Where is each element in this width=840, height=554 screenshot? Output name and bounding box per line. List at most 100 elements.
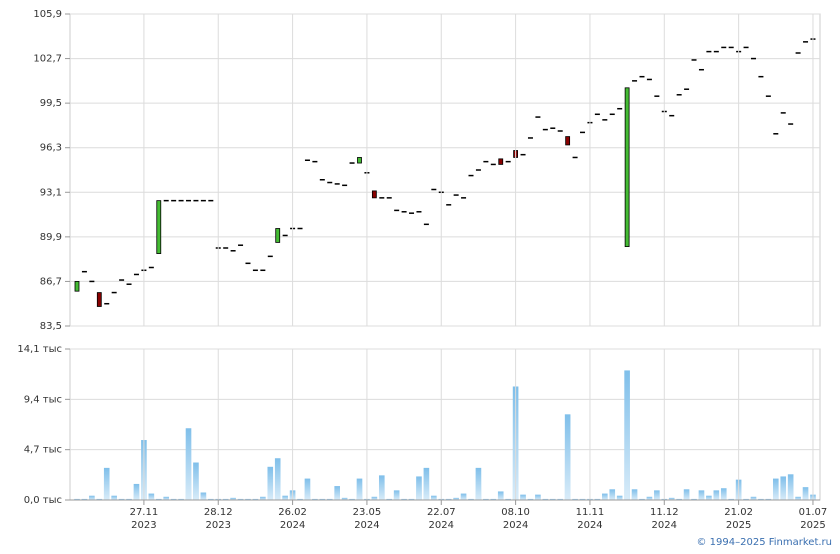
volume-frame xyxy=(69,348,821,501)
candle-body xyxy=(148,266,154,269)
candle-body xyxy=(475,169,481,171)
volume-bar-shade xyxy=(564,414,571,500)
candle-body xyxy=(319,179,325,181)
candle-body xyxy=(282,234,288,237)
candle-body xyxy=(171,199,177,202)
y-tick-label: 4,7 тыс xyxy=(24,445,62,456)
y-tick-label: 9,4 тыс xyxy=(24,394,62,405)
volume-bar-shade xyxy=(118,498,125,500)
volume-bar-shade xyxy=(96,498,103,500)
candle-body xyxy=(594,113,600,116)
volume-bar-shade xyxy=(758,498,764,500)
volume-bar-shade xyxy=(200,492,207,500)
candle-body xyxy=(267,255,273,258)
volume-bar-shade xyxy=(445,498,452,500)
volume-bar-shade xyxy=(133,483,140,500)
volume-bar-shade xyxy=(274,458,281,500)
candle-body xyxy=(156,200,162,254)
y-tick-label: 105,9 xyxy=(33,9,62,20)
candle-body xyxy=(81,270,87,273)
candle-body xyxy=(565,136,571,146)
volume-bar-shade xyxy=(148,493,155,500)
candle-body xyxy=(297,227,303,230)
candle-body xyxy=(230,250,236,252)
volume-bar-shade xyxy=(683,489,690,500)
volume-bar-shade xyxy=(750,496,757,500)
volume-bar-shade xyxy=(535,494,541,500)
candle-body xyxy=(111,291,117,294)
candle-body xyxy=(483,160,489,163)
candle-body xyxy=(780,112,786,114)
price-frame xyxy=(69,13,821,327)
candle-body xyxy=(698,68,704,71)
candle-body xyxy=(750,57,756,60)
y-tick-label: 86,7 xyxy=(40,276,62,287)
candle-body xyxy=(557,130,563,132)
volume-bar-shade xyxy=(579,498,586,500)
y-tick-label: 99,5 xyxy=(40,98,62,109)
volume-bar-shade xyxy=(594,498,601,500)
volume-bar-shade xyxy=(520,494,526,500)
candle-body xyxy=(669,114,675,117)
candle-body xyxy=(706,50,712,53)
x-tick-label: 22.07 xyxy=(427,507,456,518)
volume-bar-shade xyxy=(341,497,348,500)
volume-bar-shade xyxy=(475,467,482,500)
footer[interactable]: © 1994–2025 Finmarket.ru xyxy=(696,537,832,548)
volume-bar-shade xyxy=(319,498,326,500)
x-tick-label: 21.02 xyxy=(724,507,753,518)
volume-bar-shade xyxy=(111,495,117,500)
volume-bar-shade xyxy=(453,497,459,500)
candle-body xyxy=(646,78,652,81)
x-tick-label-year: 2023 xyxy=(206,520,231,531)
candle-body xyxy=(371,190,377,199)
candle-body xyxy=(342,184,348,187)
candle-body xyxy=(312,160,318,163)
x-tick-label: 11.12 xyxy=(650,507,679,518)
volume-bar-shade xyxy=(386,498,393,500)
volume-bar-shade xyxy=(772,478,779,500)
candle-body xyxy=(624,87,630,248)
candle-body xyxy=(193,199,199,202)
volume-bar-shade xyxy=(527,498,534,500)
candle-body xyxy=(431,188,437,191)
y-tick-label: 83,5 xyxy=(40,321,62,332)
x-tick-label: 11.11 xyxy=(576,507,605,518)
candle-body xyxy=(89,280,95,283)
volume-bar-shade xyxy=(483,498,489,500)
volume-bar-shade xyxy=(631,489,638,500)
volume-bar-shade xyxy=(334,486,340,500)
volume-bar-shade xyxy=(720,488,727,500)
candle-body xyxy=(654,95,660,97)
volume-bar-shade xyxy=(356,478,363,500)
candle-body xyxy=(223,247,229,249)
volume-bar-shade xyxy=(624,370,630,500)
volume-bar-shade xyxy=(654,490,660,500)
candle-body xyxy=(104,302,110,305)
volume-bar-shade xyxy=(267,466,274,500)
volume-bar-shade xyxy=(208,498,214,500)
x-tick-label: 28.12 xyxy=(204,507,233,518)
volume-bar-shade xyxy=(542,498,549,500)
candle-body xyxy=(304,159,310,161)
volume-bar-shade xyxy=(416,476,422,500)
volume-bar-shade xyxy=(103,467,110,500)
volume-bar-shade xyxy=(89,495,95,500)
volume-bar-shade xyxy=(713,490,720,500)
candle-body xyxy=(468,174,474,177)
volume-bar-shade xyxy=(468,498,474,500)
volume-bar-shade xyxy=(431,495,437,500)
candle-body xyxy=(639,75,645,78)
candle-body xyxy=(200,199,206,202)
volume-bar-shade xyxy=(81,498,88,500)
volume-bar-shade xyxy=(252,498,259,500)
candle-body xyxy=(803,41,809,43)
volume-bar-shade xyxy=(706,495,712,500)
candle-body xyxy=(119,279,125,281)
candle-body xyxy=(379,197,385,199)
x-tick-label-year: 2024 xyxy=(503,520,528,531)
candle-body xyxy=(409,212,415,214)
candle-body xyxy=(788,123,794,125)
x-tick-label-year: 2024 xyxy=(354,520,379,531)
